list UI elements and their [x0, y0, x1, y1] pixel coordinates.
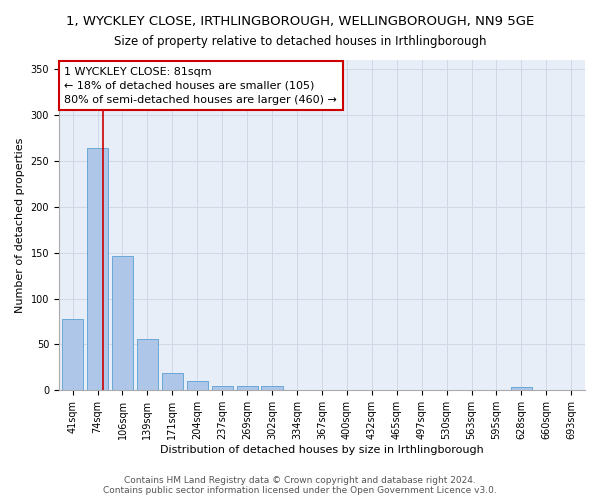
- Y-axis label: Number of detached properties: Number of detached properties: [15, 138, 25, 313]
- Bar: [87, 148, 108, 390]
- Bar: [212, 386, 233, 390]
- X-axis label: Distribution of detached houses by size in Irthlingborough: Distribution of detached houses by size …: [160, 445, 484, 455]
- Bar: [236, 386, 258, 390]
- Text: Contains HM Land Registry data © Crown copyright and database right 2024.
Contai: Contains HM Land Registry data © Crown c…: [103, 476, 497, 495]
- Text: 1, WYCKLEY CLOSE, IRTHLINGBOROUGH, WELLINGBOROUGH, NN9 5GE: 1, WYCKLEY CLOSE, IRTHLINGBOROUGH, WELLI…: [66, 15, 534, 28]
- Bar: [187, 381, 208, 390]
- Bar: [137, 339, 158, 390]
- Text: Size of property relative to detached houses in Irthlingborough: Size of property relative to detached ho…: [114, 35, 486, 48]
- Bar: [162, 373, 183, 390]
- Bar: [511, 386, 532, 390]
- Bar: [112, 256, 133, 390]
- Bar: [262, 386, 283, 390]
- Bar: [62, 319, 83, 390]
- Text: 1 WYCKLEY CLOSE: 81sqm
← 18% of detached houses are smaller (105)
80% of semi-de: 1 WYCKLEY CLOSE: 81sqm ← 18% of detached…: [64, 66, 337, 104]
